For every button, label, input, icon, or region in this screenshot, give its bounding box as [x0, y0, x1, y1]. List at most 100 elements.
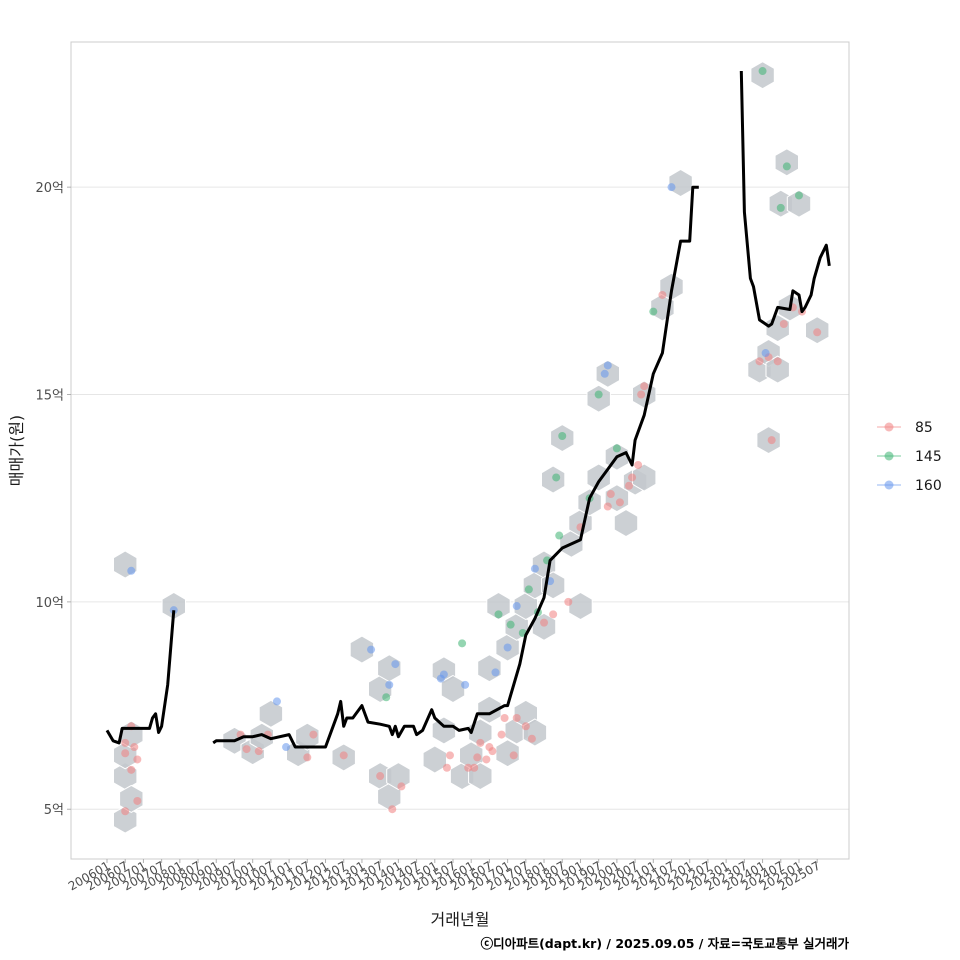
data-point — [530, 564, 539, 573]
data-point — [272, 697, 281, 706]
data-point — [309, 730, 318, 739]
data-point — [339, 751, 348, 760]
data-point — [667, 183, 676, 192]
hexbin-cell — [119, 784, 144, 813]
hexbin-cell — [632, 463, 657, 492]
data-point — [130, 743, 139, 752]
data-point — [397, 782, 406, 791]
legend-key-point — [884, 422, 894, 432]
data-point — [488, 747, 497, 756]
data-point — [603, 361, 612, 370]
data-point — [594, 390, 603, 399]
trend-line — [105, 610, 176, 745]
data-point — [540, 618, 549, 627]
data-point — [254, 747, 263, 756]
y-axis-ticks: 5억 10억 15억 20억 — [35, 181, 71, 818]
hexbin-cell — [786, 189, 812, 218]
grid-lines — [71, 186, 849, 810]
data-point — [491, 668, 500, 677]
trend-line — [739, 70, 831, 328]
data-point — [121, 749, 130, 758]
data-point — [470, 763, 479, 772]
y-tick-label: 20억 — [35, 181, 64, 196]
data-point — [773, 357, 782, 366]
hexbin-cell — [586, 463, 611, 492]
data-point — [637, 390, 646, 399]
data-point — [242, 745, 251, 754]
data-point — [603, 502, 612, 511]
data-point — [612, 444, 621, 453]
hexbin-cell — [422, 745, 447, 774]
data-point — [473, 753, 482, 762]
hexbin-cell — [258, 699, 284, 728]
legend-key-point — [884, 451, 894, 461]
legend-key-point — [884, 480, 894, 490]
x-axis-ticks: 2006012006072007012007072008012008072009… — [66, 858, 823, 893]
data-point — [442, 763, 451, 772]
trend-line-layer — [105, 70, 831, 749]
data-point — [512, 713, 521, 722]
data-point — [600, 369, 609, 378]
hexbin-cell — [386, 762, 411, 791]
data-point — [494, 610, 503, 619]
data-point — [127, 566, 136, 575]
data-point — [497, 730, 506, 739]
data-point — [521, 722, 530, 731]
data-point — [552, 473, 561, 482]
data-point — [558, 431, 567, 440]
data-point — [524, 585, 533, 594]
hexbin-cell — [668, 168, 693, 198]
data-point — [482, 755, 491, 764]
hexbin-cell — [477, 695, 502, 724]
x-axis-title: 거래년월 — [431, 910, 490, 929]
data-point — [303, 753, 312, 762]
data-point — [503, 643, 512, 652]
data-point — [506, 620, 515, 629]
data-point — [127, 765, 136, 774]
y-tick-label: 15억 — [35, 389, 64, 404]
data-point — [385, 680, 394, 689]
data-point — [640, 382, 649, 391]
trend-line — [212, 185, 699, 749]
data-point — [606, 490, 615, 499]
hexbin-cell — [113, 805, 138, 834]
data-point — [615, 498, 624, 507]
hexbin-cell — [513, 591, 538, 621]
data-point — [121, 738, 130, 747]
hexbin-cell — [486, 591, 511, 621]
hexbin-cell — [495, 739, 520, 768]
hexbin-cell — [774, 148, 799, 177]
hexbin-cell — [613, 509, 639, 538]
data-point — [549, 610, 558, 619]
data-point — [527, 734, 536, 743]
data-point — [461, 680, 470, 689]
legend-label: 85 — [915, 420, 933, 436]
data-point — [509, 751, 518, 760]
chart-caption: ⓒ디아파트(dapt.kr) / 2025.09.05 / 자료=국토교통부 실… — [481, 936, 850, 951]
data-point — [476, 738, 485, 747]
data-point — [458, 639, 467, 648]
y-tick-label: 5억 — [44, 803, 64, 818]
data-point — [634, 461, 643, 470]
data-point — [755, 357, 764, 366]
hexbin-cell — [750, 61, 775, 90]
hexbin-cell — [531, 612, 557, 641]
data-point — [779, 320, 788, 329]
data-point — [628, 473, 637, 482]
legend-label: 160 — [915, 478, 942, 494]
data-point — [758, 67, 767, 76]
data-point — [782, 162, 791, 171]
hexbin-cell — [295, 722, 320, 751]
y-tick-label: 10억 — [35, 596, 64, 611]
data-point — [133, 796, 142, 805]
data-point — [391, 660, 400, 669]
data-point — [813, 328, 822, 337]
data-point — [767, 436, 776, 445]
legend: 85 145 160 — [877, 420, 942, 494]
data-point — [555, 531, 564, 540]
data-point — [282, 743, 291, 752]
data-point — [776, 203, 785, 212]
data-point — [445, 751, 454, 760]
hexbin-cell — [431, 716, 457, 745]
